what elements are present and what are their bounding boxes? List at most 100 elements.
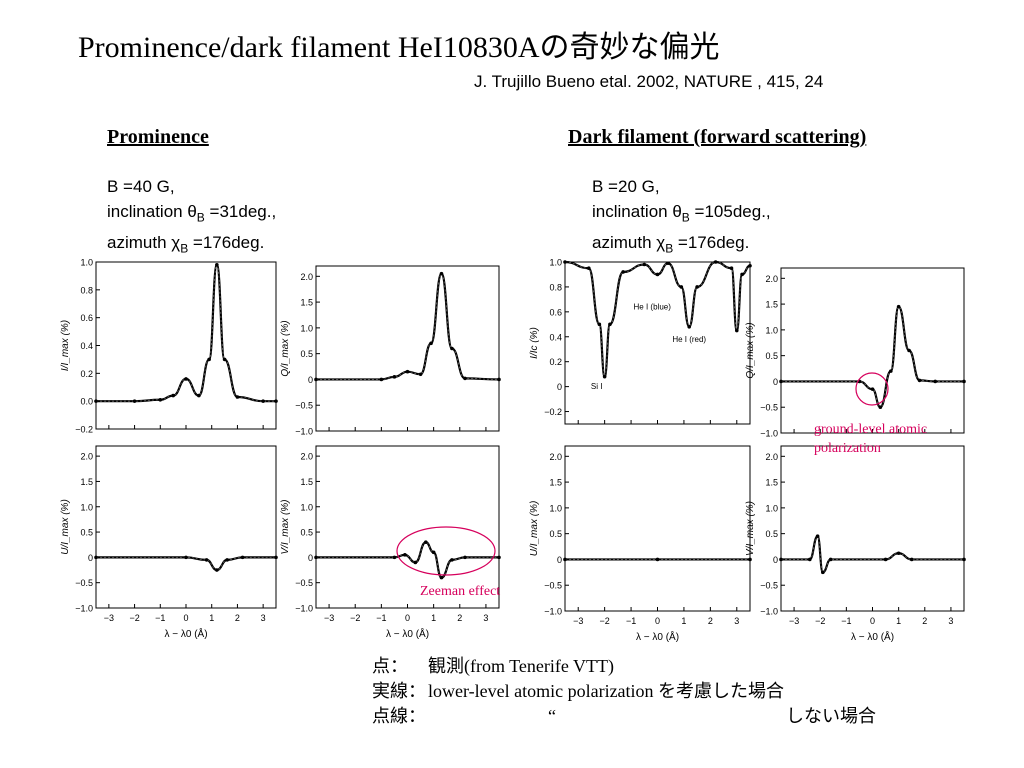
chi-subscript: B	[180, 241, 189, 256]
x-tick-label: 1	[681, 616, 686, 626]
y-axis-label: Q/I_max (%)	[280, 320, 291, 376]
y-tick-label: 1.5	[300, 298, 313, 308]
filament-params: B =20 G, inclination θB =105deg., azimut…	[592, 174, 771, 262]
y-tick-label: 2.0	[300, 272, 313, 282]
data-point	[933, 379, 938, 384]
inclination-label: inclination	[107, 202, 188, 221]
y-axis-label: Q/I_max (%)	[745, 322, 756, 378]
y-axis-label: V/I_max (%)	[280, 499, 291, 554]
data-point	[431, 550, 436, 555]
x-tick-label: −2	[815, 616, 825, 626]
y-tick-label: −0.5	[295, 401, 313, 411]
plot-frame	[95, 445, 277, 609]
observed-series	[780, 305, 964, 409]
y-tick-label: 1.0	[549, 503, 562, 513]
line-label: Si I	[591, 382, 603, 391]
inclination-value: =31deg.,	[204, 202, 277, 221]
data-point	[215, 568, 219, 572]
azimuth-label: azimuth	[107, 233, 172, 253]
y-axis-label: I/Ic (%)	[529, 327, 540, 359]
y-tick-label: −1.0	[760, 429, 778, 439]
data-point	[586, 266, 591, 271]
y-tick-label: 0.6	[80, 313, 93, 323]
chi-symbol: χ	[656, 233, 666, 253]
chart-prominence-U: −1.0 −0.5 0 0.5 1.0 1.5 2.0 −3 −2 −1 0 1 2 3 λ − λ0 (Å…	[60, 445, 278, 640]
note-dashed: 点線： “ しない場合	[372, 704, 876, 729]
y-tick-label: 0.5	[765, 529, 778, 539]
data-point	[158, 397, 163, 402]
y-tick-label: 0	[308, 375, 313, 385]
y-tick-label: −0.2	[544, 407, 562, 417]
data-point	[828, 557, 833, 562]
data-point	[679, 285, 684, 289]
chi-symbol: χ	[171, 233, 181, 253]
data-point	[314, 377, 318, 382]
data-point	[666, 261, 670, 266]
y-tick-label: 0.8	[549, 282, 562, 292]
y-tick-label: −1.0	[75, 604, 93, 614]
field-strength: B =40 G,	[107, 177, 175, 196]
data-point	[403, 553, 407, 557]
y-tick-label: −0.5	[544, 581, 562, 591]
y-tick-label: 0.5	[765, 351, 778, 361]
data-point	[713, 260, 718, 264]
data-point	[94, 555, 98, 560]
data-point	[621, 270, 625, 274]
y-tick-label: 1.5	[765, 478, 778, 488]
observed-series	[316, 541, 499, 579]
observed-series	[95, 263, 276, 403]
data-point	[917, 378, 922, 383]
data-point	[222, 357, 227, 362]
y-tick-label: 0.8	[80, 285, 93, 295]
data-point	[563, 557, 567, 562]
observed-series	[781, 535, 964, 574]
data-point	[274, 399, 278, 403]
y-tick-label: 1.5	[549, 478, 562, 488]
data-point	[729, 266, 734, 271]
y-tick-label: 2.0	[300, 452, 313, 462]
x-tick-label: 3	[948, 616, 953, 626]
y-tick-label: −1.0	[295, 427, 313, 437]
data-point	[821, 570, 825, 575]
data-point	[909, 557, 914, 562]
azimuth-value: =176deg.	[673, 233, 750, 253]
x-tick-label: 0	[405, 613, 410, 623]
y-tick-label: 0	[557, 555, 562, 565]
note-observed: 点： 観測(from Tenerife VTT)	[372, 654, 876, 679]
azimuth: azimuth χB =176deg.	[107, 230, 276, 261]
chart-prominence-V: −1.0 −0.5 0 0.5 1.0 1.5 2.0 −3 −2 −1 0 1 2 3 λ − λ0 (Å…	[280, 445, 501, 640]
data-point	[608, 322, 612, 327]
data-point	[563, 260, 567, 264]
data-point	[235, 395, 240, 399]
y-tick-label: 1.5	[80, 477, 93, 487]
data-point	[197, 393, 201, 398]
x-axis-label: λ − λ0 (Å)	[386, 627, 429, 640]
note-label-dashed: しない場合	[786, 706, 876, 726]
y-tick-label: 1.0	[80, 258, 93, 268]
x-tick-label: −3	[573, 616, 583, 626]
x-tick-label: −1	[626, 616, 636, 626]
y-tick-label: 0.5	[80, 528, 93, 538]
data-point	[392, 375, 397, 379]
x-tick-label: 1	[431, 613, 436, 623]
data-point	[413, 560, 418, 565]
data-point	[642, 262, 647, 267]
data-point	[883, 557, 888, 562]
data-point	[962, 557, 966, 562]
data-point	[687, 325, 692, 329]
data-point	[655, 557, 660, 562]
inclination-value: =105deg.,	[689, 202, 771, 221]
note-key-dashed: 点線：	[372, 706, 426, 726]
y-axis-label: U/I_max (%)	[529, 501, 540, 557]
data-point	[463, 376, 467, 381]
y-tick-label: −0.5	[75, 578, 93, 588]
chart-filament-I: −0.2 0 0.2 0.4 0.6 0.8 1.0 I/Ic (%) He I (blue) H…	[529, 258, 752, 425]
data-point	[878, 405, 883, 410]
y-axis-label: U/I_max (%)	[60, 499, 71, 555]
data-point	[740, 272, 744, 277]
data-point	[896, 304, 901, 309]
note-ditto: “	[548, 706, 556, 726]
chart-filament-V: −1.0 −0.5 0 0.5 1.0 1.5 2.0 −3 −2 −1 0 1 2 3 λ − λ0 (Å…	[745, 445, 966, 643]
x-tick-label: −2	[350, 613, 360, 623]
note-solid: 実線： lower-level atomic polarization を考慮し…	[372, 679, 876, 704]
